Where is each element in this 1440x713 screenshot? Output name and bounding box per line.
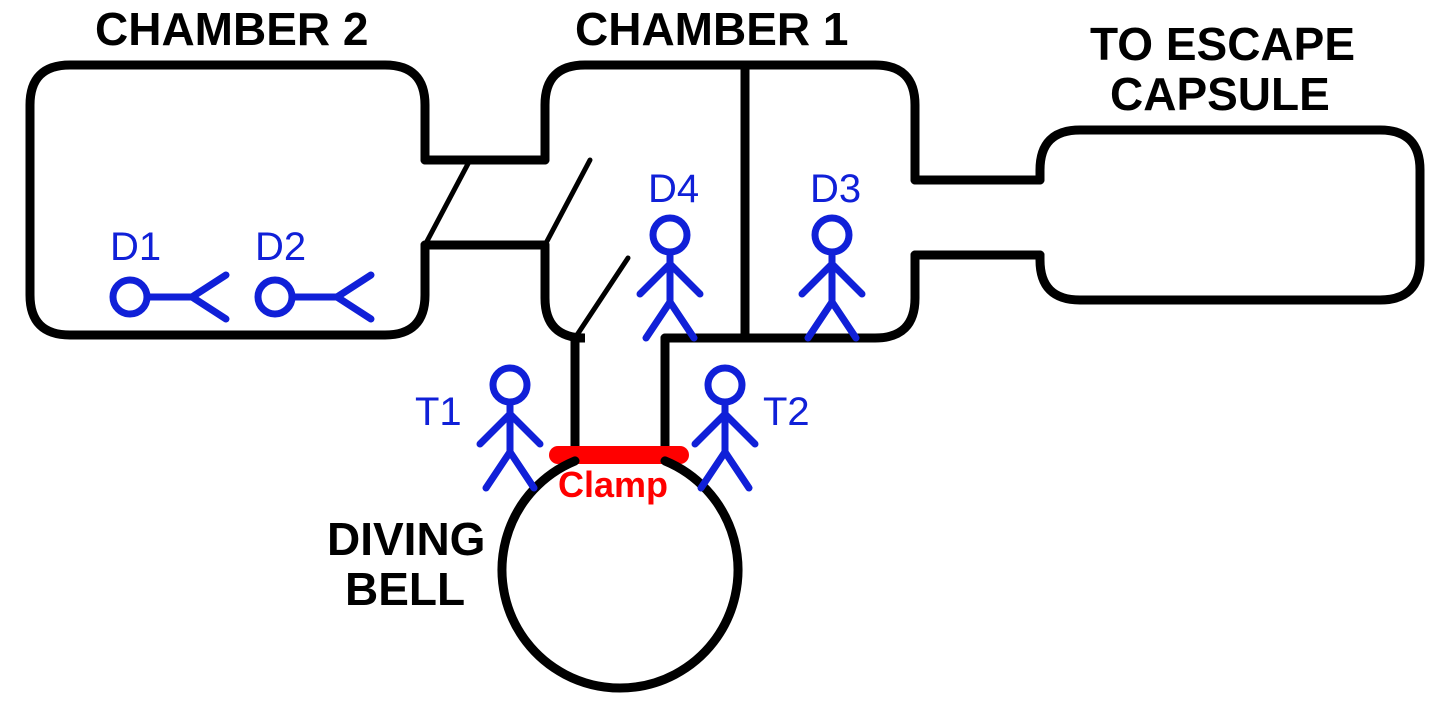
- label-diving-2: BELL: [345, 563, 465, 615]
- chamber-1: [665, 255, 915, 338]
- label-d2: D2: [255, 225, 306, 269]
- chamber-2: [30, 65, 425, 335]
- label-d4: D4: [648, 167, 699, 211]
- saturation-diving-diagram: CHAMBER 2 CHAMBER 1 TO ESCAPECAPSULE DIVING…: [0, 0, 1440, 713]
- label-chamber-2: CHAMBER 2: [95, 3, 368, 55]
- label-escape-2: CAPSULE: [1110, 68, 1330, 120]
- label-t2: T2: [763, 390, 810, 434]
- chamber-structure: [30, 65, 1420, 455]
- label-d1: D1: [110, 225, 161, 269]
- tender-t1-icon: [480, 368, 540, 488]
- door: [545, 160, 590, 245]
- label-chamber-1: CHAMBER 1: [575, 3, 848, 55]
- label-escape-1: TO ESCAPE: [1090, 18, 1355, 70]
- diver-d2-icon: [258, 275, 371, 319]
- chamber-1: [545, 245, 585, 338]
- label-d3: D3: [810, 167, 861, 211]
- label-diving-1: DIVING: [327, 513, 485, 565]
- door: [575, 258, 628, 338]
- tender-t2-icon: [695, 368, 755, 488]
- diver-d3-icon: [802, 218, 862, 338]
- chamber-1: [545, 65, 915, 180]
- door: [425, 160, 470, 245]
- label-clamp: Clamp: [558, 464, 668, 505]
- figures: [113, 218, 862, 488]
- diver-d4-icon: [640, 218, 700, 338]
- diver-d1-icon: [113, 275, 226, 319]
- label-t1: T1: [415, 390, 462, 434]
- escape-capsule: [1040, 130, 1420, 300]
